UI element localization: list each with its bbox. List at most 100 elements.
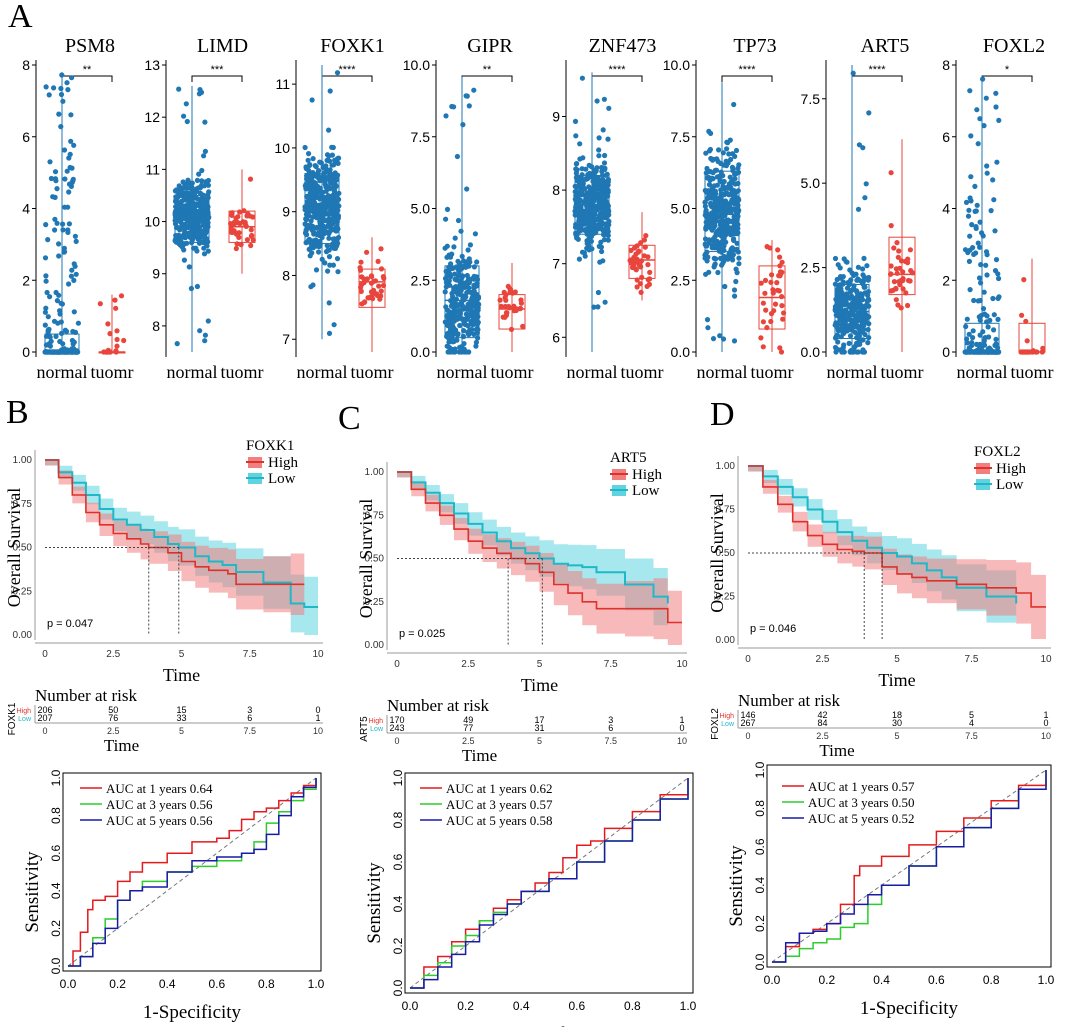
normal-point	[574, 184, 580, 190]
tumor-point	[118, 293, 125, 299]
normal-point	[979, 230, 985, 236]
risk-gene-label: FOXL2	[710, 708, 721, 740]
normal-point	[844, 285, 851, 291]
normal-point	[177, 242, 183, 248]
x-label-tumor: tuomr	[91, 362, 134, 382]
normal-point	[65, 87, 71, 93]
normal-point	[329, 203, 335, 209]
normal-point	[577, 224, 584, 230]
normal-point	[716, 147, 722, 153]
tumor-point	[236, 234, 242, 240]
risk-x-tick: 7.5	[965, 731, 978, 741]
risk-low-count: 4	[969, 718, 974, 728]
normal-point	[978, 280, 984, 286]
tumor-point	[643, 233, 649, 239]
roc-frame	[766, 764, 1052, 968]
normal-point	[53, 349, 59, 355]
normal-point	[66, 189, 72, 195]
normal-point	[194, 188, 200, 194]
normal-point	[197, 328, 203, 334]
normal-point	[182, 194, 189, 200]
normal-point	[858, 337, 864, 344]
normal-point	[596, 147, 602, 153]
tumor-point	[775, 287, 781, 293]
legend-title: FOXK1	[246, 438, 294, 454]
x-label-tumor: tuomr	[1011, 362, 1054, 382]
normal-point	[72, 349, 78, 355]
x-tick-label: 0	[42, 649, 48, 660]
x-label-tumor: tuomr	[621, 362, 664, 382]
normal-point	[203, 204, 209, 210]
normal-point	[452, 349, 458, 355]
risk-x-tick: 0	[745, 731, 750, 741]
normal-point	[442, 245, 448, 251]
legend-label: AUC at 5 years 0.58	[446, 813, 553, 828]
normal-point	[176, 210, 183, 216]
x-tick-label: 2.5	[106, 649, 120, 660]
y-tick-label: 8	[152, 318, 160, 334]
normal-point	[595, 289, 602, 296]
tumor-point	[900, 286, 906, 292]
normal-point	[336, 155, 342, 161]
normal-point	[572, 196, 578, 202]
normal-point	[573, 133, 579, 139]
normal-point	[461, 328, 467, 334]
normal-point	[184, 202, 190, 208]
normal-point	[720, 150, 726, 156]
tumor-point	[105, 321, 111, 327]
normal-point	[995, 271, 1001, 277]
normal-point	[584, 240, 590, 247]
tumor-point	[888, 170, 894, 176]
normal-point	[715, 229, 721, 235]
y-tick-label: 8	[22, 57, 30, 73]
normal-point	[981, 342, 988, 348]
normal-point	[313, 182, 319, 188]
normal-point	[316, 213, 322, 220]
significance-label: *	[1005, 64, 1010, 76]
normal-point	[722, 191, 728, 197]
normal-point	[58, 300, 64, 306]
plot-title: PSM8	[65, 35, 115, 57]
normal-point	[446, 339, 452, 345]
risk-x-tick: 2.5	[107, 726, 120, 736]
normal-point	[726, 218, 732, 224]
normal-point	[856, 142, 863, 148]
normal-point	[332, 157, 338, 163]
normal-point	[466, 103, 472, 109]
normal-point	[205, 214, 211, 220]
risk-low-count: 30	[892, 718, 902, 728]
normal-point	[173, 198, 179, 205]
tumor-point	[248, 242, 254, 249]
normal-point	[967, 233, 973, 239]
tumor-point	[229, 210, 235, 216]
normal-point	[582, 176, 588, 182]
risk-high-count: 18	[892, 710, 902, 720]
normal-point	[313, 203, 319, 210]
normal-point	[601, 183, 607, 189]
tumor-point	[368, 289, 375, 295]
normal-point	[980, 306, 987, 312]
normal-point	[448, 298, 454, 304]
normal-point	[316, 249, 322, 255]
normal-point	[990, 177, 996, 183]
normal-point	[307, 206, 313, 212]
x-tick-label: 1.0	[680, 999, 697, 1013]
normal-point	[200, 239, 206, 245]
y-tick-label: 0.4	[753, 877, 767, 894]
risk-low-count: 1	[315, 713, 320, 723]
risk-gene-label: ART5	[359, 716, 370, 742]
normal-point	[735, 188, 741, 194]
significance-bracket	[461, 75, 513, 82]
normal-point	[837, 317, 843, 323]
normal-point	[964, 340, 970, 346]
risk-high-count: 17	[534, 715, 544, 725]
normal-point	[602, 206, 608, 212]
normal-point	[52, 194, 58, 200]
normal-point	[473, 315, 479, 321]
tumor-point	[377, 296, 383, 302]
normal-point	[707, 169, 714, 175]
normal-point	[578, 219, 584, 225]
normal-point	[984, 319, 990, 325]
normal-point	[317, 196, 323, 202]
risk-high-label: High	[720, 713, 735, 720]
